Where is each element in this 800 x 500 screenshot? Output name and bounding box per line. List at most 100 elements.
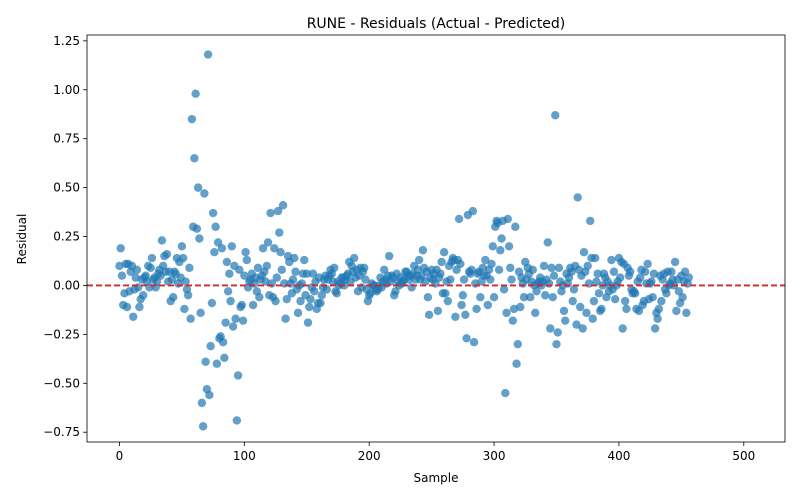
data-point — [551, 111, 560, 120]
data-point — [206, 341, 215, 351]
data-point — [240, 271, 249, 280]
data-point — [296, 296, 305, 306]
data-point — [384, 251, 394, 261]
data-point — [196, 308, 205, 318]
data-point — [618, 324, 627, 333]
data-point — [180, 304, 189, 314]
data-point — [178, 253, 188, 263]
data-point — [592, 277, 601, 286]
data-point — [569, 285, 579, 294]
data-point — [579, 248, 589, 257]
data-point — [238, 316, 248, 325]
data-point — [258, 244, 268, 253]
data-point — [237, 300, 247, 310]
data-point — [198, 422, 208, 431]
data-point — [418, 246, 428, 255]
data-point — [528, 265, 537, 275]
data-point — [305, 302, 314, 312]
data-point — [203, 50, 213, 59]
data-point — [561, 316, 570, 325]
data-point — [591, 253, 600, 263]
data-point — [235, 265, 244, 275]
data-point — [117, 271, 127, 280]
data-point — [511, 222, 520, 231]
data-point — [446, 275, 455, 284]
data-point — [672, 306, 681, 316]
data-point — [572, 320, 581, 329]
data-point — [437, 257, 446, 267]
data-point — [650, 324, 660, 333]
data-point — [546, 324, 555, 333]
data-point — [193, 183, 203, 192]
data-point — [481, 255, 490, 265]
data-point — [232, 416, 242, 425]
data-point — [218, 338, 228, 347]
data-point — [483, 300, 493, 310]
data-point — [116, 244, 125, 253]
data-point — [242, 255, 252, 265]
data-point — [497, 234, 506, 243]
data-point — [185, 263, 194, 273]
data-point — [553, 328, 562, 337]
data-point — [610, 294, 620, 304]
data-point — [297, 279, 306, 288]
data-point — [275, 228, 284, 237]
data-point — [138, 291, 148, 300]
data-point — [486, 275, 495, 284]
data-point — [615, 273, 625, 282]
data-point — [554, 263, 564, 273]
y-axis-ticks: −0.75 −0.50 −0.25 0.00 0.25 0.50 0.75 1.00 1.25 — [43, 34, 87, 439]
data-point — [589, 296, 599, 306]
data-point — [177, 242, 187, 251]
data-point — [183, 291, 193, 300]
data-point — [648, 293, 657, 302]
data-point — [231, 314, 240, 323]
data-point — [322, 285, 331, 294]
data-point — [190, 154, 199, 163]
data-point — [300, 255, 309, 265]
data-point — [181, 277, 190, 286]
data-point — [303, 318, 313, 327]
data-point — [647, 277, 656, 286]
data-point — [640, 267, 650, 276]
points-layer — [115, 50, 694, 431]
data-point — [191, 89, 200, 98]
data-point — [361, 275, 370, 284]
y-axis-title: Residual — [15, 214, 29, 265]
data-point — [526, 293, 535, 302]
data-point — [684, 273, 694, 282]
data-point — [625, 267, 635, 276]
data-point — [654, 304, 664, 314]
data-point — [277, 265, 286, 275]
data-point — [241, 248, 250, 257]
data-point — [201, 357, 210, 366]
data-point — [281, 314, 290, 323]
data-point — [552, 339, 561, 349]
data-point — [501, 388, 510, 398]
data-point — [207, 298, 217, 308]
data-point — [168, 293, 178, 302]
data-point — [543, 238, 552, 247]
data-point — [270, 244, 279, 253]
data-point — [635, 273, 645, 282]
data-point — [278, 201, 288, 210]
data-point — [407, 283, 416, 292]
data-point — [210, 248, 219, 257]
data-point — [147, 253, 157, 263]
data-point — [288, 275, 298, 284]
x-tick-label: 0 — [116, 449, 124, 463]
x-tick-label: 300 — [483, 449, 506, 463]
chart-title: RUNE - Residuals (Actual - Predicted) — [307, 16, 566, 32]
y-tick-label: −0.25 — [43, 327, 80, 341]
data-point — [682, 308, 691, 318]
data-point — [503, 214, 512, 224]
data-point — [310, 287, 319, 296]
data-point — [360, 263, 369, 273]
data-point — [622, 304, 631, 314]
data-point — [678, 293, 687, 302]
data-point — [157, 236, 167, 245]
data-point — [496, 246, 505, 255]
data-point — [643, 259, 652, 269]
data-point — [586, 216, 595, 226]
data-point — [582, 308, 591, 318]
